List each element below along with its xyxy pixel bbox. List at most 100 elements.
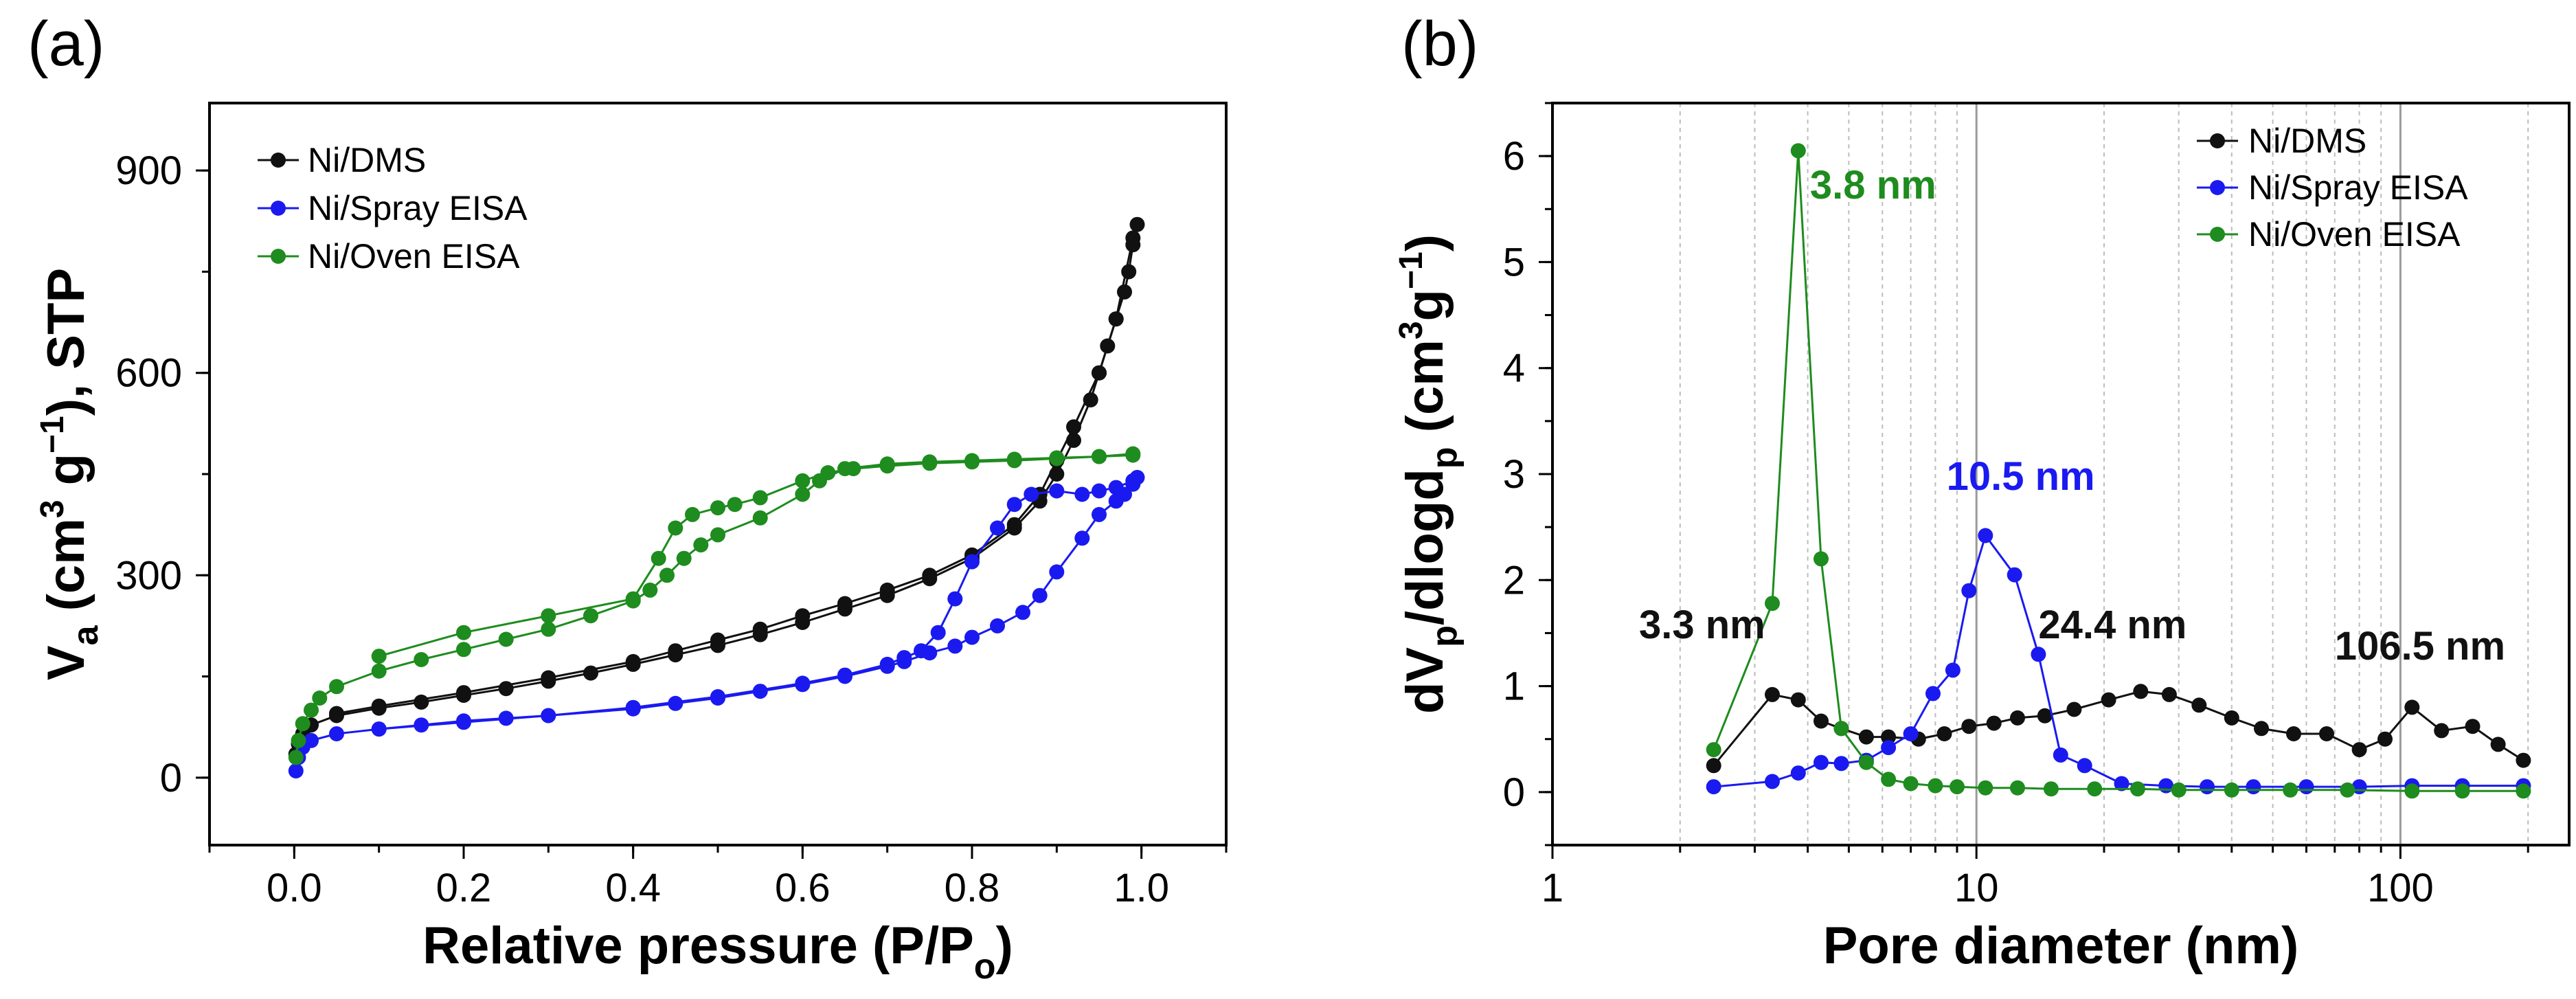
a-s2-adsorption-point-11 — [583, 608, 598, 624]
b-s2-point-11 — [2010, 780, 2025, 796]
b-s1-point-19 — [2246, 779, 2261, 795]
b-s0-point-21 — [2319, 726, 2334, 741]
a-s1-desorption-point-0 — [1125, 473, 1141, 489]
a-s1-desorption-point-15 — [795, 675, 811, 691]
a-s1-desorption-point-3 — [1074, 486, 1090, 502]
a-s2-adsorption-point-16 — [693, 537, 709, 553]
a-s2-adsorption-point-4 — [312, 691, 328, 706]
b-s0-point-23 — [2377, 731, 2393, 747]
a-s1-desorption-point-7 — [990, 520, 1005, 536]
a-s1-desorption-point-10 — [930, 625, 946, 640]
b-s0-point-19 — [2254, 721, 2269, 737]
a-s0-adsorption-point-28 — [1117, 284, 1132, 300]
a-s2-desorption-point-15 — [651, 550, 666, 566]
b-annotation-0: 3.8 nm — [1810, 163, 1936, 207]
b-s0-point-12 — [2037, 708, 2053, 723]
a-s2-adsorption-point-6 — [371, 663, 387, 679]
b-annotation-1: 10.5 nm — [1947, 454, 2095, 499]
a-xtick-label-1: 0.2 — [436, 866, 492, 910]
a-s0-adsorption-point-22 — [1049, 467, 1065, 482]
a-s2-desorption-point-4 — [964, 454, 980, 470]
a-s2-desorption-point-13 — [685, 506, 700, 522]
a-s1-adsorption-point-13 — [752, 684, 768, 699]
a-ytick-label-3: 900 — [115, 148, 182, 193]
b-s2-point-10 — [1978, 780, 1993, 796]
panel-b-label: (b) — [1401, 9, 1478, 79]
b-s0-point-17 — [2191, 697, 2207, 713]
b-s0-point-22 — [2351, 742, 2367, 758]
a-ytick-label-2: 600 — [115, 351, 182, 396]
a-s1-desorption-point-14 — [837, 667, 852, 683]
legend-a-spray-label: Ni/Spray EISA — [308, 189, 528, 227]
b-ytick-label-6: 6 — [1503, 134, 1525, 179]
a-s0-desorption-point-17 — [456, 685, 471, 701]
a-s2-desorption-point-6 — [879, 458, 895, 474]
panel-a: (a) 0.0 0.2 0.4 0.6 0.8 1.0 0 300 600 900 Ni/DMS … — [27, 9, 1228, 987]
a-s0-desorption-point-10 — [837, 596, 852, 611]
a-s2-adsorption-point-8 — [456, 642, 471, 658]
a-s2-adsorption-point-13 — [642, 582, 658, 598]
a-s1-desorption-point-12 — [896, 650, 912, 666]
a-s2-adsorption-point-17 — [710, 527, 725, 543]
b-s2-point-3 — [1814, 551, 1829, 567]
a-s0-desorption-point-14 — [668, 643, 683, 659]
a-s2-adsorption-point-5 — [329, 679, 344, 695]
a-s1-adsorption-point-26 — [1092, 506, 1107, 522]
a-s0-desorption-line — [336, 238, 1134, 715]
b-annotation-4: 106.5 nm — [2335, 624, 2505, 669]
b-s0-point-28 — [2516, 752, 2531, 768]
panel-a-label: (a) — [27, 9, 104, 79]
a-s0-desorption-point-8 — [922, 568, 938, 583]
a-s1-desorption-point-19 — [456, 715, 471, 730]
b-s1-point-8 — [1925, 686, 1941, 701]
b-annotation-2: 3.3 nm — [1639, 603, 1765, 647]
b-s2-point-1 — [1765, 596, 1780, 611]
a-s1-desorption-point-4 — [1049, 483, 1065, 499]
a-s1-adsorption-point-25 — [1074, 530, 1090, 546]
legend-b-dms-marker — [2210, 133, 2225, 148]
b-s0-point-20 — [2286, 726, 2301, 741]
a-s0-desorption-point-16 — [541, 670, 556, 686]
b-s2-point-21 — [2516, 783, 2531, 799]
b-s1-point-1 — [1765, 774, 1780, 789]
b-s0-point-18 — [2224, 710, 2239, 726]
a-s2-desorption-point-7 — [846, 461, 861, 477]
b-s1-point-9 — [1945, 662, 1961, 678]
a-s2-adsorption-point-1 — [291, 732, 306, 748]
a-ytick-label-0: 0 — [160, 756, 182, 800]
b-s1-point-20 — [2298, 779, 2314, 795]
legend-b-dms: Ni/DMS — [2197, 122, 2366, 160]
a-s0-desorption-point-1 — [1108, 311, 1124, 327]
a-s1-desorption-point-16 — [710, 689, 725, 704]
b-s2-point-14 — [2129, 781, 2145, 797]
panel-b-gridlines — [1679, 103, 2529, 845]
b-s1-point-4 — [1833, 756, 1849, 772]
b-ytick-label-4: 4 — [1503, 346, 1525, 391]
b-s2-point-5 — [1858, 754, 1874, 770]
a-s1-desorption-point-2 — [1092, 483, 1107, 499]
a-s2-adsorption-point-18 — [752, 510, 768, 526]
a-s2-desorption-point-3 — [1006, 453, 1022, 469]
b-s1-point-16 — [2114, 776, 2129, 792]
b-s2-point-6 — [1881, 772, 1897, 787]
a-s0-desorption-point-15 — [625, 653, 641, 669]
a-s2-desorption-point-14 — [668, 520, 683, 536]
b-s0-point-26 — [2465, 719, 2481, 734]
a-s1-adsorption-point-24 — [1049, 564, 1065, 580]
a-s1-adsorption-point-23 — [1032, 587, 1048, 603]
a-s2-desorption-point-17 — [541, 608, 556, 624]
a-s1-desorption-point-13 — [879, 656, 895, 672]
a-s1-adsorption-point-21 — [990, 618, 1005, 633]
b-ytick-label-5: 5 — [1503, 240, 1525, 284]
b-ytick-label-1: 1 — [1503, 664, 1525, 709]
legend-a-dms: Ni/DMS — [258, 141, 426, 179]
b-s2-point-18 — [2340, 782, 2355, 798]
b-s1-point-2 — [1790, 765, 1806, 781]
legend-a-oven: Ni/Oven EISA — [258, 237, 520, 276]
a-s0-adsorption-point-24 — [1083, 392, 1098, 407]
a-s0-desorption-point-2 — [1092, 365, 1107, 381]
a-s0-desorption-point-19 — [329, 706, 344, 721]
b-s0-point-9 — [1961, 719, 1977, 734]
a-s1-desorption-point-8 — [964, 554, 980, 570]
a-s0-adsorption-point-29 — [1121, 264, 1137, 280]
